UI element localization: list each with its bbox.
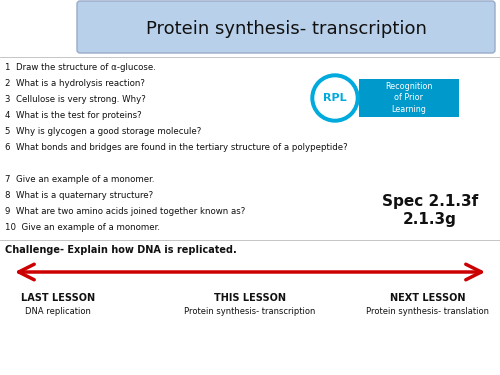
Text: 3  Cellulose is very strong. Why?: 3 Cellulose is very strong. Why? — [5, 95, 146, 104]
Text: THIS LESSON: THIS LESSON — [214, 293, 286, 303]
Text: DNA replication: DNA replication — [25, 307, 91, 316]
Text: 6  What bonds and bridges are found in the tertiary structure of a polypeptide?: 6 What bonds and bridges are found in th… — [5, 143, 347, 152]
Text: Protein synthesis- transcription: Protein synthesis- transcription — [184, 307, 316, 316]
Text: 4  What is the test for proteins?: 4 What is the test for proteins? — [5, 111, 141, 120]
Text: Protein synthesis- translation: Protein synthesis- translation — [366, 307, 490, 316]
Text: Recognition
of Prior
Learning: Recognition of Prior Learning — [386, 82, 432, 114]
Text: 1  Draw the structure of α-glucose.: 1 Draw the structure of α-glucose. — [5, 63, 156, 72]
Text: 8  What is a quaternary structure?: 8 What is a quaternary structure? — [5, 191, 153, 200]
Text: 10  Give an example of a monomer.: 10 Give an example of a monomer. — [5, 223, 160, 232]
Text: NEXT LESSON: NEXT LESSON — [390, 293, 466, 303]
Text: Spec 2.1.3f: Spec 2.1.3f — [382, 194, 478, 209]
Text: 9  What are two amino acids joined together known as?: 9 What are two amino acids joined togeth… — [5, 207, 245, 216]
FancyBboxPatch shape — [77, 1, 495, 53]
Text: 2  What is a hydrolysis reaction?: 2 What is a hydrolysis reaction? — [5, 79, 145, 88]
Text: 5  Why is glycogen a good storage molecule?: 5 Why is glycogen a good storage molecul… — [5, 127, 201, 136]
Text: 2.1.3g: 2.1.3g — [403, 212, 457, 227]
Text: RPL: RPL — [323, 93, 347, 103]
Text: Protein synthesis- transcription: Protein synthesis- transcription — [146, 20, 426, 38]
FancyBboxPatch shape — [359, 79, 459, 117]
Circle shape — [311, 74, 359, 122]
Text: 7  Give an example of a monomer.: 7 Give an example of a monomer. — [5, 175, 154, 184]
Text: Challenge- Explain how DNA is replicated.: Challenge- Explain how DNA is replicated… — [5, 245, 237, 255]
Circle shape — [315, 78, 355, 118]
Text: LAST LESSON: LAST LESSON — [21, 293, 95, 303]
